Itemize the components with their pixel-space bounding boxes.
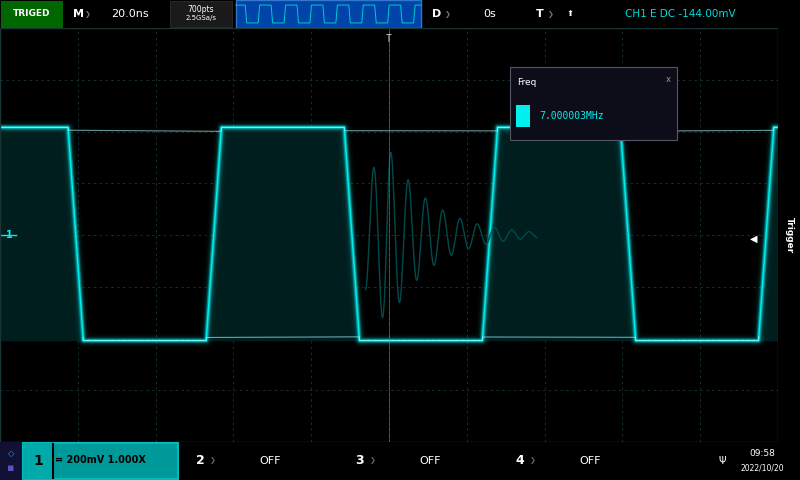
Text: 1: 1 [33,454,43,468]
Text: x: x [666,75,670,84]
Text: 700pts: 700pts [188,5,214,14]
Text: 2: 2 [196,455,204,468]
Text: 0s: 0s [484,9,496,19]
Text: TRIGED: TRIGED [14,10,50,19]
FancyBboxPatch shape [516,105,530,127]
Text: OFF: OFF [419,456,441,466]
Text: CH1 E DC -144.00mV: CH1 E DC -144.00mV [625,9,735,19]
Text: ❯: ❯ [370,457,376,465]
Text: 2022/10/20: 2022/10/20 [740,464,784,472]
Text: OFF: OFF [579,456,601,466]
FancyBboxPatch shape [170,1,232,27]
FancyBboxPatch shape [236,0,421,28]
Text: ⬆: ⬆ [566,10,574,19]
FancyBboxPatch shape [1,0,63,27]
Text: ❯: ❯ [530,457,536,465]
Text: T: T [386,34,392,44]
Text: ❯: ❯ [210,457,216,465]
FancyBboxPatch shape [23,443,53,479]
FancyBboxPatch shape [510,67,677,140]
Text: ◀: ◀ [750,234,758,244]
Text: D: D [432,9,442,19]
Text: 2.5GSa/s: 2.5GSa/s [186,15,217,21]
Text: M: M [73,9,83,19]
Text: Freq: Freq [518,78,537,87]
Text: 7.000003MHz: 7.000003MHz [539,111,604,121]
Text: ❯: ❯ [445,11,451,17]
Text: 1: 1 [6,230,13,240]
Text: = 200mV 1.000X: = 200mV 1.000X [55,455,146,465]
FancyBboxPatch shape [23,443,178,479]
Text: ❯: ❯ [85,11,91,17]
Text: 4: 4 [516,455,524,468]
Text: OFF: OFF [259,456,281,466]
Text: 09:58: 09:58 [749,449,775,458]
Text: Ψ: Ψ [718,456,726,466]
Text: 20.0ns: 20.0ns [111,9,149,19]
Text: 3: 3 [356,455,364,468]
FancyBboxPatch shape [0,442,22,480]
Text: ◇: ◇ [8,449,14,458]
Text: T: T [536,9,544,19]
Text: Trigger: Trigger [785,217,794,253]
Text: ❯: ❯ [548,11,554,17]
Text: ▪: ▪ [7,463,14,473]
